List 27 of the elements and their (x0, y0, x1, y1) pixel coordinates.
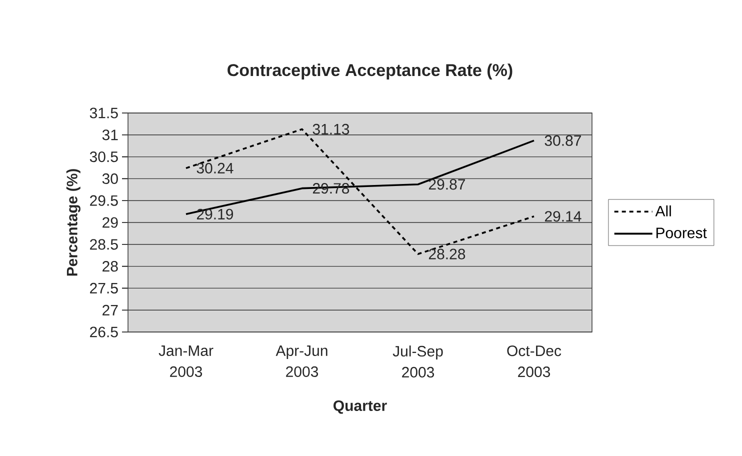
x-tick-label: Jan-Mar 2003 (158, 346, 214, 377)
legend-label: All (655, 205, 671, 216)
y-tick-label: 31.5 (90, 108, 118, 118)
y-tick-label: 26.5 (90, 326, 118, 338)
x-tick-label: Apr-Jun 2003 (276, 346, 328, 377)
legend-label: Poorest (656, 228, 707, 238)
chart-title: Contraceptive Acceptance Rate (%) (228, 64, 512, 80)
y-tick-label: 31 (102, 130, 118, 140)
y-tick-label: 27 (102, 304, 118, 316)
y-tick-label: 30.5 (90, 151, 118, 162)
x-tick-label: Jul-Sep 2003 (392, 346, 443, 378)
data-label: 29.14 (544, 211, 582, 222)
data-label: 29.19 (196, 208, 234, 220)
data-label: 30.87 (544, 135, 581, 146)
x-axis-title: Quarter (334, 400, 387, 414)
y-axis-title: Percentage (%) (66, 169, 80, 276)
x-tick-label: Oct-Dec 2003 (507, 346, 562, 378)
y-tick-label: 29 (102, 217, 118, 228)
y-tick-label: 28 (102, 260, 118, 272)
data-label: 29.87 (428, 179, 465, 190)
y-tick-label: 29.5 (90, 195, 118, 206)
y-tick-label: 28.5 (90, 239, 118, 250)
y-tick-label: 30 (102, 173, 118, 184)
y-tick-label: 27.5 (90, 282, 118, 294)
data-label: 31.13 (312, 124, 350, 135)
data-label: 30.24 (196, 162, 234, 174)
data-label: 28.28 (428, 248, 466, 260)
